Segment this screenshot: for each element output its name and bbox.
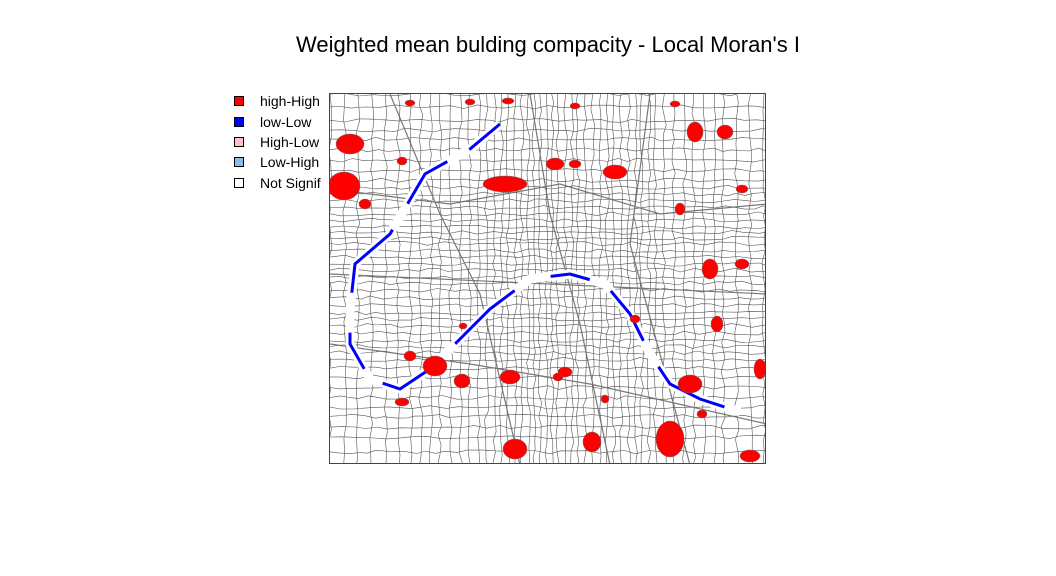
highhigh-cluster-26 — [629, 314, 641, 324]
legend: high-High low-Low High-Low Low-High Not … — [234, 91, 321, 193]
highhigh-cluster-3 — [396, 156, 408, 166]
map-panel — [329, 93, 766, 464]
highhigh-cluster-10 — [735, 184, 749, 194]
highhigh-cluster-32 — [404, 99, 416, 107]
choropleth-map — [330, 94, 765, 463]
highhigh-cluster-28 — [569, 102, 581, 110]
lowlow-riverbank-cluster — [348, 122, 741, 414]
highhigh-cluster-16 — [422, 355, 448, 377]
highhigh-cluster-29 — [501, 97, 515, 105]
road-line-2 — [529, 94, 611, 463]
map-title: Weighted mean bulding compacity - Local … — [296, 32, 800, 57]
legend-swatch-low-high — [234, 157, 244, 168]
highhigh-cluster-31 — [669, 100, 681, 108]
highhigh-cluster-18 — [453, 373, 471, 389]
highhigh-cluster-7 — [602, 164, 628, 180]
highhigh-cluster-14 — [753, 358, 765, 380]
highhigh-cluster-13 — [710, 315, 724, 333]
legend-swatch-not-signif — [234, 177, 244, 188]
road-line-1 — [389, 94, 521, 463]
highhigh-cluster-34 — [696, 409, 708, 419]
highhigh-cluster-0 — [335, 133, 365, 155]
legend-label-high-high: high-High — [260, 93, 320, 110]
legend-label-low-high: Low-High — [260, 154, 320, 171]
highhigh-cluster-12 — [734, 258, 750, 270]
legend-label-not-signif: Not Signif — [260, 174, 321, 191]
highhigh-cluster-6 — [568, 159, 582, 169]
highhigh-clusters — [330, 97, 765, 463]
legend-item-low-low: low-Low — [234, 111, 321, 131]
block-boundaries — [330, 94, 765, 463]
river-lowlow-cluster — [345, 120, 742, 417]
legend-swatch-low-low — [234, 116, 244, 127]
highhigh-cluster-30 — [464, 98, 476, 106]
road-line-4 — [629, 94, 691, 463]
legend-item-high-low: High-Low — [234, 132, 321, 152]
highhigh-cluster-36 — [458, 322, 468, 330]
legend-swatch-high-high — [234, 96, 244, 107]
highhigh-cluster-23 — [582, 431, 602, 453]
highhigh-cluster-25 — [739, 449, 761, 463]
highhigh-cluster-35 — [552, 372, 564, 382]
highhigh-cluster-1 — [330, 171, 361, 201]
highhigh-cluster-19 — [499, 369, 521, 385]
highhigh-cluster-24 — [655, 420, 685, 458]
highhigh-cluster-11 — [701, 258, 719, 280]
highhigh-cluster-9 — [716, 124, 734, 140]
highhigh-cluster-4 — [482, 175, 528, 193]
highhigh-cluster-15 — [677, 374, 703, 394]
highhigh-cluster-5 — [545, 157, 565, 171]
highhigh-cluster-21 — [394, 397, 410, 407]
highhigh-cluster-33 — [674, 202, 686, 216]
highhigh-cluster-17 — [403, 350, 417, 362]
legend-item-low-high: Low-High — [234, 152, 321, 172]
legend-item-not-signif: Not Signif — [234, 173, 321, 193]
highhigh-cluster-8 — [686, 121, 704, 143]
legend-item-high-high: high-High — [234, 91, 321, 111]
highhigh-cluster-22 — [502, 438, 528, 460]
legend-label-low-low: low-Low — [260, 113, 312, 130]
highhigh-cluster-2 — [358, 198, 372, 210]
highhigh-cluster-27 — [600, 394, 610, 404]
legend-label-high-low: High-Low — [260, 133, 320, 150]
road-line-5 — [330, 273, 765, 295]
legend-swatch-high-low — [234, 136, 244, 147]
road-line-3 — [330, 343, 765, 425]
